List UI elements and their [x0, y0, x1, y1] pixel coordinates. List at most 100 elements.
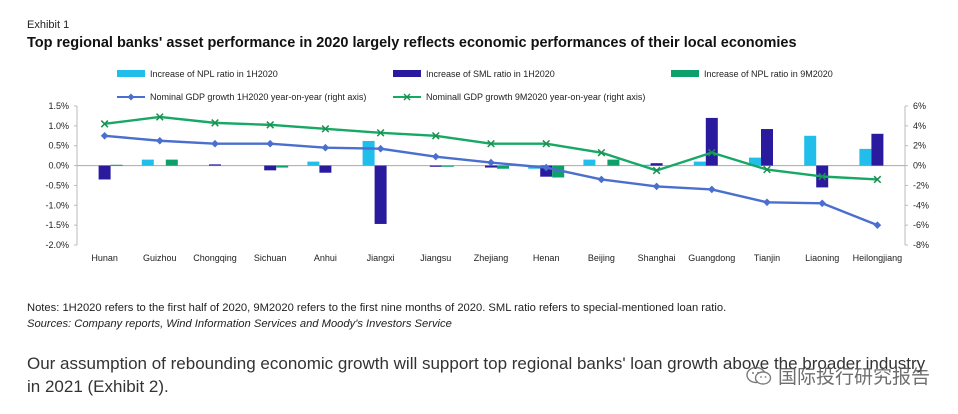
bar-npl-1h [804, 135, 817, 166]
bar-npl-9m [607, 159, 620, 166]
point-gdp-1h [376, 144, 385, 153]
bar-sml-1h [98, 165, 111, 180]
point-gdp-9m [707, 148, 716, 157]
bar-sml-1h [429, 165, 442, 167]
legend-marker [403, 93, 411, 101]
x-tick-label: Tianjin [754, 253, 780, 263]
point-gdp-1h [708, 185, 716, 194]
exhibit-label: Exhibit 1 [27, 19, 70, 31]
right-tick-label: -2% [913, 180, 929, 190]
x-tick-label: Sichuan [254, 253, 287, 263]
bar-sml-1h [264, 165, 277, 171]
x-tick-label: Henan [533, 253, 560, 263]
chart-title: Top regional banks' asset performance in… [27, 35, 797, 51]
left-tick-label: -2.0% [45, 240, 69, 250]
bar-sml-1h [485, 165, 497, 168]
point-gdp-9m [266, 121, 275, 129]
point-gdp-9m [431, 131, 440, 140]
right-tick-label: -4% [913, 200, 929, 210]
bar-sml-1h [374, 165, 387, 224]
chart-notes: Notes: 1H2020 refers to the first half o… [27, 302, 727, 314]
point-gdp-1h [156, 136, 164, 145]
left-tick-label: -0.5% [45, 180, 69, 190]
chart-tick-labels: 1.5% 1.0% 0.5% 0.0% -0.5% -1.0% -1.5% -2.0% 6% 4%… [45, 101, 929, 263]
bar-npl-1h [307, 161, 320, 166]
x-tick-label: Heilongjiang [853, 253, 903, 263]
point-gdp-9m [100, 120, 109, 128]
bar-npl-1h [362, 140, 375, 166]
point-gdp-1h [763, 198, 771, 207]
legend-label: Increase of NPL ratio in 9M2020 [704, 69, 833, 79]
chart-svg: Increase of NPL ratio in 1H2020 Increase … [45, 69, 929, 263]
chart-lines [100, 113, 882, 229]
point-gdp-9m [873, 175, 882, 184]
right-tick-label: 6% [913, 101, 926, 111]
bar-npl-9m [276, 165, 289, 168]
left-tick-label: 0.5% [48, 141, 69, 151]
bar-npl-9m [441, 165, 454, 167]
point-gdp-9m [542, 139, 551, 148]
point-gdp-1h [818, 199, 826, 208]
legend-label: Nominall GDP growth 9M2020 year-on-year … [426, 92, 645, 102]
chart-legend: Increase of NPL ratio in 1H2020 Increase … [117, 69, 833, 102]
right-tick-label: 2% [913, 141, 926, 151]
bar-npl-9m [165, 159, 178, 166]
legend-swatch [117, 70, 145, 77]
bar-sml-1h [209, 164, 221, 166]
chart-sources: Sources: Company reports, Wind Informati… [27, 318, 452, 330]
bar-sml-1h [761, 129, 773, 166]
watermark-text: 国际投行研究报告 [777, 366, 930, 388]
bar-npl-9m [552, 165, 565, 178]
x-tick-label: Guangdong [688, 253, 735, 263]
x-tick-label: Anhui [314, 253, 337, 263]
left-tick-label: 1.0% [48, 121, 69, 131]
bar-npl-1h [638, 164, 651, 166]
legend-label: Nominal GDP growth 1H2020 year-on-year (… [150, 92, 366, 102]
point-gdp-9m [818, 172, 827, 181]
x-tick-label: Beijing [588, 253, 615, 263]
bar-npl-9m [497, 165, 509, 169]
watermark: 国际投行研究报告 [746, 362, 930, 389]
left-tick-label: -1.0% [45, 200, 69, 210]
point-gdp-1h [597, 175, 606, 184]
body-paragraph: Our assumption of rebounding economic gr… [27, 354, 926, 396]
bar-npl-9m [110, 164, 123, 166]
bar-npl-1h [693, 161, 706, 166]
x-tick-label: Guizhou [143, 253, 177, 263]
point-gdp-9m [487, 139, 495, 148]
bar-npl-1h [583, 159, 596, 166]
legend-label: Increase of SML ratio in 1H2020 [426, 69, 555, 79]
x-tick-label: Zhejiang [474, 253, 509, 263]
point-gdp-1h [321, 143, 330, 152]
point-gdp-1h [100, 131, 109, 140]
point-gdp-9m [155, 113, 164, 121]
bar-sml-1h [650, 163, 663, 166]
chart-axes [74, 105, 908, 246]
bar-sml-1h [319, 165, 332, 173]
point-gdp-9m [321, 125, 330, 133]
legend-marker [127, 93, 135, 101]
point-gdp-9m [763, 165, 771, 174]
x-tick-label: Hunan [91, 253, 118, 263]
point-gdp-1h [432, 152, 440, 161]
point-gdp-9m [376, 128, 385, 137]
point-gdp-1h [266, 139, 274, 148]
bar-sml-1h [705, 117, 718, 166]
point-gdp-1h [873, 221, 882, 229]
right-tick-label: -6% [913, 220, 929, 230]
point-gdp-1h [487, 158, 495, 167]
x-tick-label: Jiangsu [420, 253, 451, 263]
right-tick-label: 4% [913, 121, 926, 131]
point-gdp-1h [211, 139, 219, 148]
x-tick-label: Liaoning [805, 253, 839, 263]
x-tick-label: Chongqing [193, 253, 237, 263]
bar-npl-1h [749, 157, 761, 166]
legend-swatch [671, 70, 699, 77]
wechat-icon [746, 366, 772, 385]
x-tick-label: Shanghai [638, 253, 676, 263]
legend-swatch [393, 70, 421, 77]
point-gdp-9m [652, 166, 661, 175]
left-tick-label: 0.0% [48, 161, 69, 171]
point-gdp-9m [597, 148, 606, 157]
point-gdp-9m [211, 119, 219, 127]
